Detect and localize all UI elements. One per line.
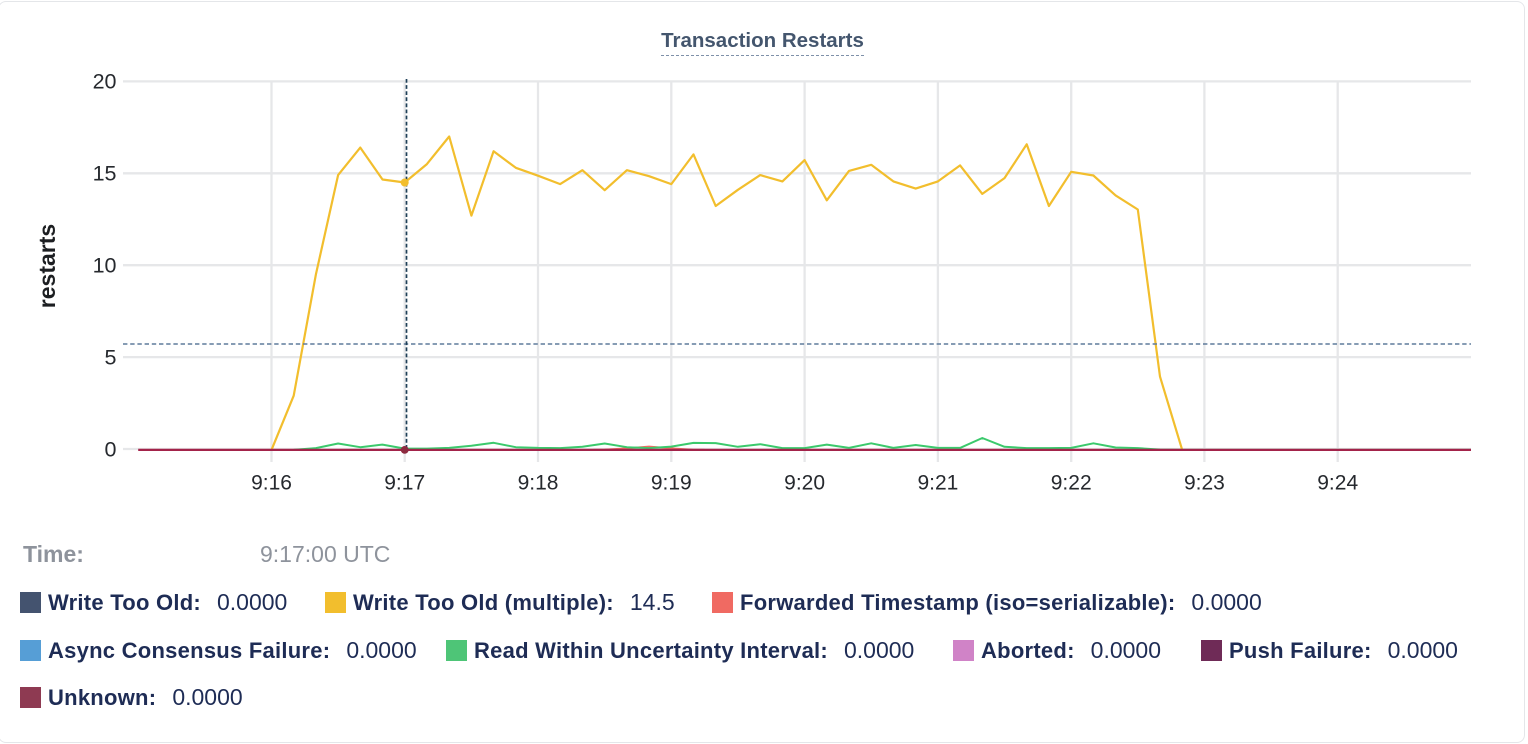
svg-text:9:18: 9:18 xyxy=(518,472,559,495)
svg-text:9:23: 9:23 xyxy=(1184,472,1225,495)
svg-text:9:20: 9:20 xyxy=(784,472,825,495)
svg-text:5: 5 xyxy=(105,345,117,369)
svg-text:9:22: 9:22 xyxy=(1051,472,1092,495)
svg-text:15: 15 xyxy=(93,162,117,186)
svg-text:9:19: 9:19 xyxy=(651,472,692,495)
svg-text:9:16: 9:16 xyxy=(251,472,292,495)
svg-text:9:17: 9:17 xyxy=(384,472,425,495)
svg-text:9:24: 9:24 xyxy=(1317,472,1358,495)
svg-text:9:21: 9:21 xyxy=(917,472,958,495)
svg-text:20: 20 xyxy=(93,70,117,94)
svg-text:0: 0 xyxy=(105,437,117,461)
svg-text:10: 10 xyxy=(93,254,117,278)
svg-text:restarts: restarts xyxy=(34,224,60,308)
